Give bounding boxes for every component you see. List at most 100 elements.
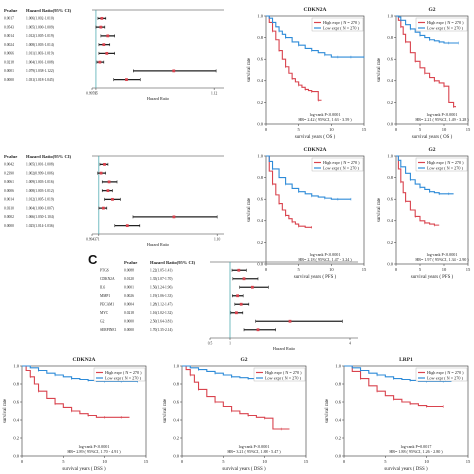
km-title: LRP1 bbox=[399, 357, 413, 363]
km-x-label: survival years ( DSS ) bbox=[62, 467, 106, 472]
forest-row-hr: 2.50(1.64-3.81) bbox=[150, 320, 173, 324]
km-stat-text: HR= 2.42 ( 95%CI, 1.63 - 3.59 ) bbox=[298, 117, 352, 123]
km-x-tick-label: 10 bbox=[442, 127, 447, 132]
km-curve-high-expr bbox=[266, 155, 312, 228]
km-x-tick-label: 15 bbox=[144, 459, 149, 464]
forest-header-hr: Hazard Ratio(95% CI) bbox=[26, 154, 72, 159]
forest-row-pvalue: 0.0000 bbox=[4, 78, 14, 82]
km-y-tick-label: 1.0 bbox=[387, 153, 393, 158]
forest-row-label: MMP1 bbox=[100, 294, 110, 298]
km-curve-low-expr bbox=[266, 155, 351, 200]
km-y-tick-label: 0.6 bbox=[387, 197, 393, 202]
forest-tick-label: 1.10 bbox=[214, 238, 220, 242]
forest-tick-label: 4 bbox=[349, 342, 351, 346]
km-y-label: survival rate bbox=[247, 58, 252, 82]
forest-point-estimate bbox=[101, 206, 105, 210]
km-y-tick-label: 0.6 bbox=[257, 57, 263, 62]
forest-row-hr: 1.19(1.06-1.33) bbox=[150, 294, 173, 298]
forest-row-pvalue: 0.0014 bbox=[4, 34, 14, 38]
km-y-tick-label: 0.0 bbox=[257, 261, 263, 266]
forest-row-hr: 1.008(1.003-1.012) bbox=[26, 189, 55, 193]
km-stat-text: log-rank P<0.0001 bbox=[310, 112, 341, 117]
km-title: CDKN2A bbox=[73, 357, 96, 363]
km-stat-text: log-rank P<0.0001 bbox=[427, 252, 458, 257]
forest-point-estimate bbox=[172, 69, 176, 73]
km-y-tick-label: 0.2 bbox=[257, 100, 263, 105]
forest-point-estimate bbox=[251, 285, 254, 289]
km-x-tick-label: 10 bbox=[424, 459, 429, 464]
km-y-tick-label: 0.8 bbox=[257, 175, 263, 180]
km-curve-low-expr bbox=[266, 15, 364, 58]
forest-point-estimate bbox=[125, 78, 128, 82]
km-y-tick-label: 1.0 bbox=[257, 153, 263, 158]
km-x-tick-label: 0 bbox=[395, 267, 398, 272]
forest-row-hr: 1.35(1.07-1.70) bbox=[150, 277, 173, 281]
forest-row-pvalue: 0.0014 bbox=[4, 198, 14, 202]
km-y-label: survival rate bbox=[325, 399, 330, 423]
km-title: G2 bbox=[428, 147, 435, 153]
km-y-tick-label: 0.4 bbox=[335, 417, 341, 422]
km-x-label: survival years ( OS ) bbox=[295, 135, 336, 140]
forest-tick-label: 1 bbox=[229, 342, 231, 346]
forest-plot-os: Pvalue Hazard Ratio(95% CI) 0.0017 1.006(1.… bbox=[0, 4, 232, 104]
km-stat-text: HR= 2.18 ( 95%CI, 1.47 - 3.24 ) bbox=[298, 257, 352, 263]
forest-row-label: SERPINE1 bbox=[100, 328, 117, 332]
forest-point-estimate bbox=[99, 25, 103, 29]
km-x-tick-label: 5 bbox=[298, 127, 301, 132]
km-plot-pfs-cdkn2a: CDKN2A 0.0 0.2 0.4 0.6 0.8 1.0 0 5 10 15 survival y… bbox=[244, 142, 370, 282]
forest-point-estimate bbox=[103, 162, 106, 166]
km-x-tick-label: 15 bbox=[466, 127, 471, 132]
forest-row-hr: 1.28(1.12-1.47) bbox=[150, 303, 173, 307]
km-legend-box bbox=[415, 157, 468, 172]
km-x-tick-label: 10 bbox=[102, 459, 107, 464]
forest-row-hr: 1.012(1.005-1.019) bbox=[26, 198, 55, 202]
forest-point-estimate bbox=[107, 180, 111, 184]
km-y-tick-label: 0.4 bbox=[257, 218, 263, 223]
forest-row-pvalue: 0.0006 bbox=[4, 189, 14, 193]
km-y-tick-label: 0.0 bbox=[387, 121, 393, 126]
forest-point-estimate bbox=[100, 16, 104, 20]
forest-row-pvalue: 0.0002 bbox=[4, 215, 14, 219]
km-y-label: survival rate bbox=[377, 58, 382, 82]
forest-row-pvalue: 0.0017 bbox=[4, 17, 14, 21]
forest-row-pvalue: 0.0061 bbox=[4, 180, 14, 184]
forest-row-hr: 1.009(1.003-1.016) bbox=[26, 180, 55, 184]
forest-point-estimate bbox=[256, 328, 260, 332]
km-y-tick-label: 0.4 bbox=[387, 218, 393, 223]
forest-point-estimate bbox=[111, 197, 114, 201]
km-legend-label: Low expr ( N = 270 ) bbox=[265, 376, 301, 381]
km-x-tick-label: 5 bbox=[222, 459, 225, 464]
km-y-tick-label: 0.0 bbox=[13, 453, 19, 458]
km-y-tick-label: 0.2 bbox=[257, 240, 263, 245]
km-x-label: survival years ( OS ) bbox=[412, 135, 453, 140]
km-y-tick-label: 0.6 bbox=[13, 399, 19, 404]
km-y-tick-label: 1.0 bbox=[387, 13, 393, 18]
forest-row-label: CDKN2A bbox=[100, 277, 115, 281]
km-x-label: survival years ( PFS ) bbox=[294, 275, 337, 280]
km-x-label: survival years ( DSS ) bbox=[384, 467, 428, 472]
km-y-tick-label: 0.6 bbox=[387, 57, 393, 62]
km-legend-box bbox=[415, 367, 468, 382]
km-legend-label: High expr ( N = 270 ) bbox=[105, 370, 142, 375]
panel-letter-c: C bbox=[88, 252, 98, 267]
km-plot-os-cdkn2a: CDKN2A 0.0 0.2 0.4 0.6 0.8 1.0 0 5 10 15 survival y… bbox=[244, 2, 370, 142]
km-y-tick-label: 0.8 bbox=[13, 381, 19, 386]
forest-row-hr: 1.006(1.002-1.010) bbox=[26, 17, 55, 21]
forest-row-pvalue: 0.0000 bbox=[124, 320, 134, 324]
km-title: CDKN2A bbox=[304, 147, 327, 153]
forest-x-label: Hazard Ratio bbox=[273, 346, 295, 351]
km-frame bbox=[21, 365, 147, 457]
forest-tick-label: 1 bbox=[98, 238, 100, 242]
km-x-tick-label: 0 bbox=[343, 459, 346, 464]
km-y-tick-label: 0.8 bbox=[387, 35, 393, 40]
km-y-tick-label: 0.8 bbox=[257, 35, 263, 40]
forest-point-estimate bbox=[99, 171, 103, 175]
forest-point-estimate bbox=[239, 302, 243, 306]
forest-row-label: G2 bbox=[100, 320, 105, 324]
forest-row-label: PECAM1 bbox=[100, 303, 114, 307]
km-y-tick-label: 1.0 bbox=[173, 363, 179, 368]
forest-point-estimate bbox=[235, 311, 238, 315]
forest-row-pvalue: 0.0026 bbox=[124, 294, 134, 298]
forest-plot-pfs: Pvalue Hazard Ratio(95% CI) 0.0042 1.005(1.… bbox=[0, 150, 232, 250]
forest-row-pvalue: 0.0218 bbox=[124, 311, 134, 315]
